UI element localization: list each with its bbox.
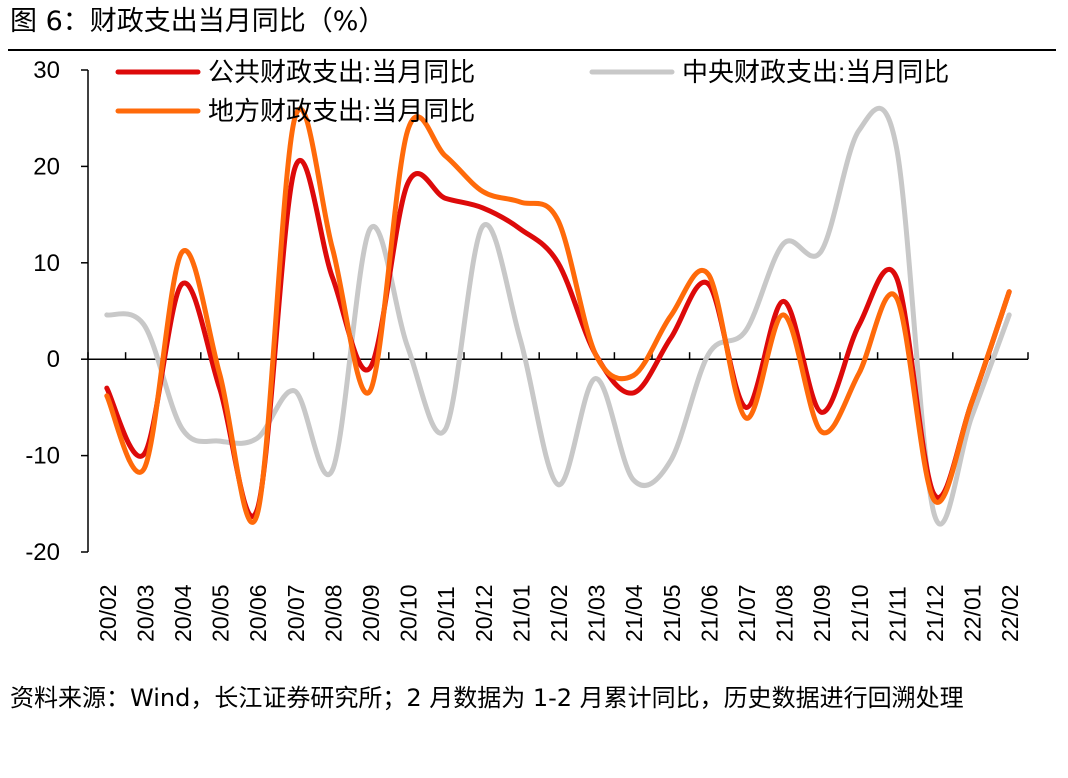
y-tick-label: 0 bbox=[47, 346, 60, 373]
y-tick-label: 10 bbox=[33, 250, 60, 277]
figure-title: 图 6：财政支出当月同比（%） bbox=[10, 6, 386, 37]
x-tick-label: 20/03 bbox=[132, 584, 158, 642]
x-tick-label: 21/10 bbox=[847, 584, 873, 642]
legend-label: 公共财政支出:当月同比 bbox=[208, 57, 475, 87]
x-tick-label: 21/02 bbox=[546, 584, 572, 642]
x-tick-label: 20/12 bbox=[471, 584, 497, 642]
y-tick-label: -20 bbox=[25, 539, 60, 566]
x-tick-label: 20/10 bbox=[396, 584, 422, 642]
legend-label: 地方财政支出:当月同比 bbox=[208, 96, 475, 126]
x-tick-label: 20/04 bbox=[170, 584, 196, 642]
title-rule bbox=[8, 49, 1056, 51]
y-tick-label: 30 bbox=[33, 57, 60, 84]
x-tick-label: 21/04 bbox=[621, 584, 647, 642]
x-axis: 20/02 20/03 20/04 20/05 20/06 20/07 20/08 20/09… bbox=[87, 352, 1029, 642]
x-tick-label: 20/07 bbox=[283, 584, 309, 642]
x-tick-label: 21/12 bbox=[922, 584, 948, 642]
x-tick-label: 21/03 bbox=[584, 584, 610, 642]
x-tick-label: 20/08 bbox=[320, 584, 346, 642]
x-tick-label: 22/02 bbox=[997, 584, 1023, 642]
x-tick-label: 21/08 bbox=[772, 584, 798, 642]
y-tick-label: -10 bbox=[25, 443, 60, 470]
x-tick-label: 21/05 bbox=[659, 584, 685, 642]
x-tick-label: 21/09 bbox=[809, 584, 835, 642]
x-tick-label: 20/09 bbox=[358, 584, 384, 642]
x-tick-label: 20/06 bbox=[245, 584, 271, 642]
x-tick-label: 20/02 bbox=[95, 584, 121, 642]
series-lines bbox=[104, 105, 1012, 527]
y-axis: 30 20 10 0 -10 -20 bbox=[25, 57, 89, 566]
x-tick-label: 21/06 bbox=[696, 584, 722, 642]
y-tick-label: 20 bbox=[33, 153, 60, 180]
legend-item-public: 公共财政支出:当月同比 bbox=[115, 57, 475, 87]
legend-item-central: 中央财政支出:当月同比 bbox=[589, 57, 949, 87]
x-tick-label: 21/01 bbox=[508, 584, 534, 642]
series-line-central bbox=[104, 105, 1012, 527]
x-tick-label: 20/11 bbox=[433, 586, 459, 642]
x-tick-label: 21/07 bbox=[734, 584, 760, 642]
legend-label: 中央财政支出:当月同比 bbox=[682, 57, 949, 87]
x-tick-label: 22/01 bbox=[960, 584, 986, 642]
source-note: 资料来源：Wind，长江证券研究所；2 月数据为 1-2 月累计同比，历史数据进… bbox=[10, 684, 964, 712]
x-tick-label: 20/05 bbox=[208, 584, 234, 642]
series-line-local bbox=[104, 106, 1012, 525]
legend-item-local: 地方财政支出:当月同比 bbox=[115, 96, 475, 126]
x-tick-label: 21/11 bbox=[884, 586, 910, 642]
